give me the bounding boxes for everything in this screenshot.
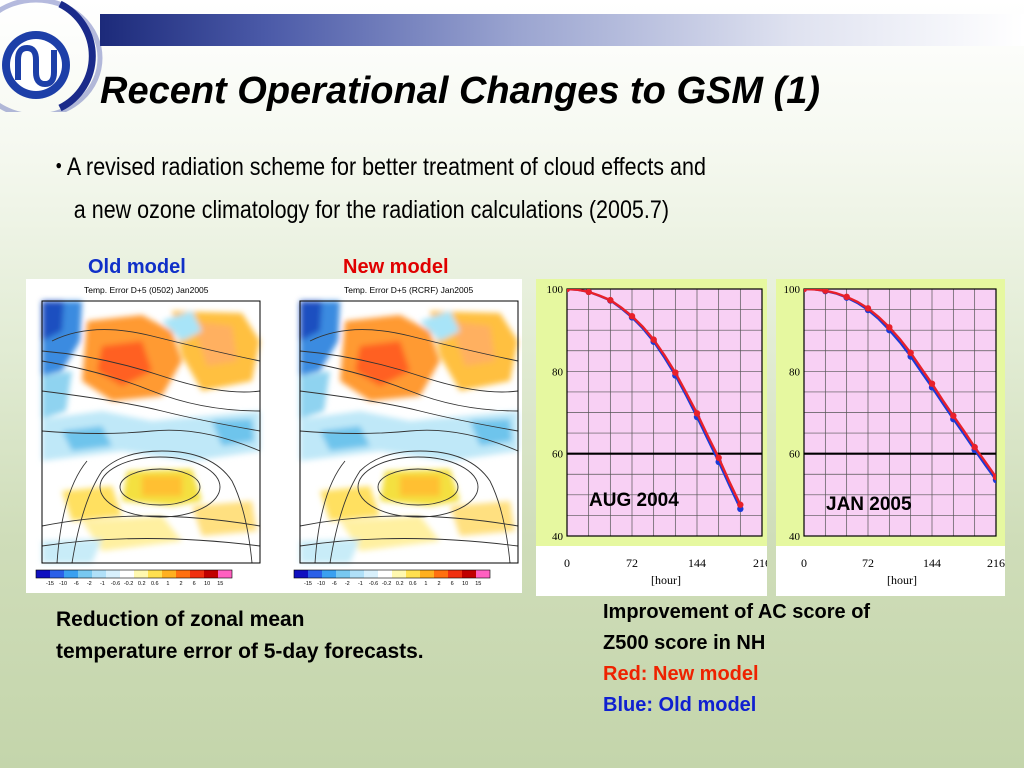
- bullet-glyph: ・: [48, 153, 70, 181]
- colorbar-tick: -15: [46, 581, 54, 587]
- bullet-line-1: A revised radiation scheme for better tr…: [66, 153, 706, 181]
- data-point: [950, 412, 957, 419]
- colorbar-tick: -0.6: [369, 581, 378, 587]
- data-point: [672, 369, 679, 376]
- colorbar-tick: 15: [475, 581, 481, 587]
- series-line: [804, 289, 996, 478]
- y-tick-label: 80: [789, 366, 801, 378]
- ac-caption-line-1: Improvement of AC score of: [603, 601, 871, 623]
- y-tick-label: 60: [552, 449, 564, 461]
- colorbar-tick: 0.2: [396, 581, 404, 587]
- data-point: [843, 293, 850, 301]
- axis-area: [776, 546, 1005, 596]
- colorbar-tick: 0.6: [409, 581, 417, 587]
- data-point: [804, 289, 808, 293]
- data-point: [864, 305, 872, 312]
- colorbar-tick: 6: [451, 581, 454, 587]
- colorbar-tick: 2: [437, 581, 440, 587]
- colorbar-tick: -10: [59, 581, 67, 587]
- y-tick-label: 60: [789, 449, 801, 461]
- data-point: [628, 312, 636, 320]
- maps-caption-line-2: temperature error of 5-day forecasts.: [56, 640, 424, 663]
- plot-frame: [803, 288, 997, 537]
- plot-frame: [566, 288, 763, 537]
- x-tick-label: 0: [564, 556, 570, 570]
- maps-svg: Temp. Error D+5 (0502) Jan2005 Temp. Err…: [35, 285, 522, 587]
- x-tick-label: 72: [862, 556, 874, 570]
- organization-logo: [0, 0, 103, 112]
- colorbar-tick: -0.2: [124, 581, 133, 587]
- data-point: [907, 349, 914, 357]
- panel-tag-aug-2004: AUG 2004: [589, 490, 679, 511]
- data-point: [567, 289, 571, 293]
- colorbar-tick: -1: [358, 581, 363, 587]
- colorbar-tick: -0.2: [382, 581, 391, 587]
- series-new-model: [804, 289, 996, 481]
- colorbar-tick: 0.2: [138, 581, 146, 587]
- y-tick-label: 100: [784, 284, 801, 296]
- x-tick-label: 0: [801, 556, 807, 570]
- colorbar-tick: -6: [332, 581, 337, 587]
- legend-new-model: Red: New model: [603, 663, 759, 685]
- data-point: [607, 296, 614, 304]
- colorbar-tick: -0.6: [111, 581, 120, 587]
- data-point: [693, 410, 701, 417]
- colorbar-tick: 0.6: [151, 581, 159, 587]
- y-tick-label: 100: [547, 284, 564, 296]
- x-axis-unit: [hour]: [651, 573, 681, 587]
- colorbar-tick: -1: [100, 581, 105, 587]
- data-point: [715, 454, 722, 461]
- colorbar-tick: 1: [424, 581, 427, 587]
- data-point: [886, 324, 893, 331]
- ac-chart-jan-2005-svg: 100 80 60 40 0 72 144 216 [hour]: [776, 279, 1005, 596]
- x-tick-label: 216: [753, 556, 767, 570]
- ac-chart-jan-2005: 100 80 60 40 0 72 144 216 [hour]: [776, 279, 1005, 596]
- data-point: [822, 289, 829, 294]
- data-point: [992, 473, 996, 481]
- colorbar-tick: 2: [179, 581, 182, 587]
- data-point: [585, 289, 592, 296]
- x-tick-label: 216: [987, 556, 1005, 570]
- maps-caption: Reduction of zonal mean temperature erro…: [56, 604, 424, 668]
- axis-area: [536, 546, 767, 596]
- colorbar-tick: 6: [193, 581, 196, 587]
- panel-tag-jan-2005: JAN 2005: [826, 494, 912, 515]
- data-point: [737, 501, 744, 508]
- series-new-model: [567, 289, 744, 508]
- temperature-error-maps: Temp. Error D+5 (0502) Jan2005 Temp. Err…: [26, 279, 522, 593]
- x-axis-unit: [hour]: [887, 573, 917, 587]
- y-tick-label: 40: [789, 531, 801, 543]
- x-tick-label: 72: [626, 556, 638, 570]
- colorbar-tick: 10: [204, 581, 210, 587]
- ac-caption-line-2: Z500 score in NH: [603, 632, 766, 654]
- data-point: [650, 336, 657, 343]
- colorbar-tick: -2: [87, 581, 92, 587]
- colorbar-tick: 10: [462, 581, 468, 587]
- x-tick-label: 144: [688, 556, 706, 570]
- ac-chart-aug-2004-svg: 100 80 60 40 0 72 144 216 [hour]: [536, 279, 771, 596]
- colorbar-tick: -2: [345, 581, 350, 587]
- bullet-text: ・A revised radiation scheme for better t…: [48, 146, 822, 232]
- ac-caption: Improvement of AC score of Z500 score in…: [603, 597, 870, 721]
- x-tick-label: 144: [923, 556, 941, 570]
- data-point: [928, 380, 936, 387]
- maps-caption-line-1: Reduction of zonal mean: [56, 608, 305, 631]
- new-map-title: Temp. Error D+5 (RCRF) Jan2005: [344, 285, 473, 295]
- bullet-line-2: a new ozone climatology for the radiatio…: [73, 196, 669, 224]
- ac-chart-aug-2004: 100 80 60 40 0 72 144 216 [hour]: [536, 279, 771, 596]
- colorbar-tick: -6: [74, 581, 79, 587]
- y-tick-label: 80: [552, 366, 564, 378]
- old-model-label: Old model: [88, 256, 186, 278]
- colorbar-tick: 1: [166, 581, 169, 587]
- y-tick-label: 40: [552, 531, 564, 543]
- header-gradient-bar: [100, 14, 1024, 46]
- data-point: [971, 443, 978, 451]
- old-map-title: Temp. Error D+5 (0502) Jan2005: [84, 285, 209, 295]
- new-model-label: New model: [343, 256, 449, 278]
- colorbar-tick: 15: [217, 581, 223, 587]
- legend-old-model: Blue: Old model: [603, 694, 757, 716]
- slide-title: Recent Operational Changes to GSM (1): [100, 70, 820, 112]
- colorbar-tick: -10: [317, 581, 325, 587]
- colorbar-tick: -15: [304, 581, 312, 587]
